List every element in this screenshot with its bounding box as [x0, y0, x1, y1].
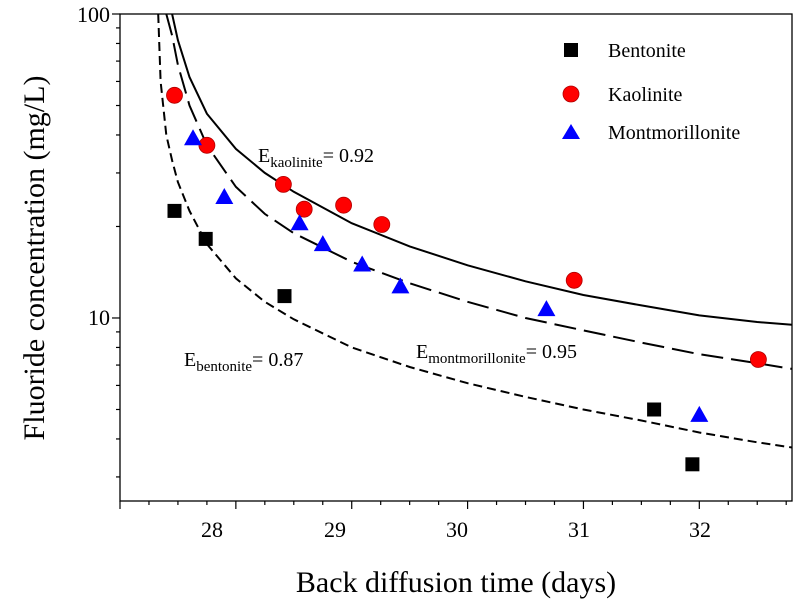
fit-curve-kaolinite: [171, 13, 793, 326]
data-point-montmorillonite: [690, 405, 709, 422]
data-point-kaolinite: [750, 351, 767, 368]
legend-label-kaolinite: Kaolinite: [608, 84, 683, 106]
data-point-kaolinite: [166, 86, 183, 104]
legend-marker-montmorillonite: [562, 124, 580, 139]
data-point-bentonite: [167, 203, 182, 218]
x-axis-title: Back diffusion time (days): [296, 566, 616, 599]
fit-curve-bentonite: [157, 13, 793, 449]
legend-marker-bentonite: [564, 43, 578, 57]
x-tick-label-31: 31: [568, 517, 590, 542]
data-point-montmorillonite: [290, 214, 309, 231]
data-point-kaolinite: [335, 196, 353, 214]
legend-label-montmorillonite: Montmorillonite: [608, 122, 740, 144]
legend-marker-kaolinite: [562, 85, 580, 103]
fit-curves: [157, 13, 793, 449]
fit-curve-montmorillonite: [165, 13, 793, 370]
x-tick-label-29: 29: [324, 517, 346, 542]
data-point-montmorillonite: [313, 235, 332, 252]
annotation-bentonite: Ebentonite= 0.87: [184, 349, 303, 375]
annotation-bentonite-base: E: [184, 349, 196, 371]
annotation-montmorillonite-value: = 0.95: [526, 341, 577, 363]
x-tick-label-28: 28: [201, 517, 223, 542]
data-point-bentonite: [198, 231, 213, 246]
annotation-bentonite-sub: bentonite: [196, 359, 252, 375]
y-axis-title: Fluoride concentration (mg/L): [18, 76, 51, 441]
x-tick-label-32: 32: [689, 517, 711, 542]
data-point-kaolinite: [295, 200, 313, 218]
data-point-bentonite: [685, 457, 700, 472]
annotation-montmorillonite: Emontmorillonite= 0.95: [416, 341, 577, 367]
axis-ticks: [112, 13, 787, 509]
data-point-montmorillonite: [353, 255, 372, 272]
data-point-bentonite: [647, 402, 662, 417]
annotation-kaolinite-sub: kaolinite: [270, 155, 323, 171]
annotation-kaolinite-base: E: [258, 145, 270, 167]
data-point-montmorillonite: [215, 188, 234, 204]
data-point-kaolinite: [565, 271, 583, 289]
annotation-montmorillonite-sub: montmorillonite: [428, 351, 526, 367]
plot-frame: [119, 13, 793, 502]
x-tick-label-30: 30: [446, 517, 468, 542]
legend: Bentonite Kaolinite Montmorillonite: [562, 40, 740, 144]
y-tick-label-100: 100: [77, 2, 110, 27]
data-point-montmorillonite: [391, 277, 410, 294]
data-point-kaolinite: [274, 175, 292, 193]
y-tick-label-10: 10: [88, 305, 110, 330]
legend-label-bentonite: Bentonite: [608, 40, 686, 62]
annotation-kaolinite-value: = 0.92: [323, 145, 374, 167]
annotation-kaolinite: Ekaolinite= 0.92: [258, 145, 374, 171]
annotation-montmorillonite-base: E: [416, 341, 428, 363]
annotation-bentonite-value: = 0.87: [252, 349, 303, 371]
data-point-bentonite: [277, 289, 292, 304]
data-point-montmorillonite: [184, 129, 202, 146]
data-point-montmorillonite: [537, 300, 556, 317]
data-markers: [166, 86, 767, 472]
data-point-kaolinite: [373, 216, 391, 233]
